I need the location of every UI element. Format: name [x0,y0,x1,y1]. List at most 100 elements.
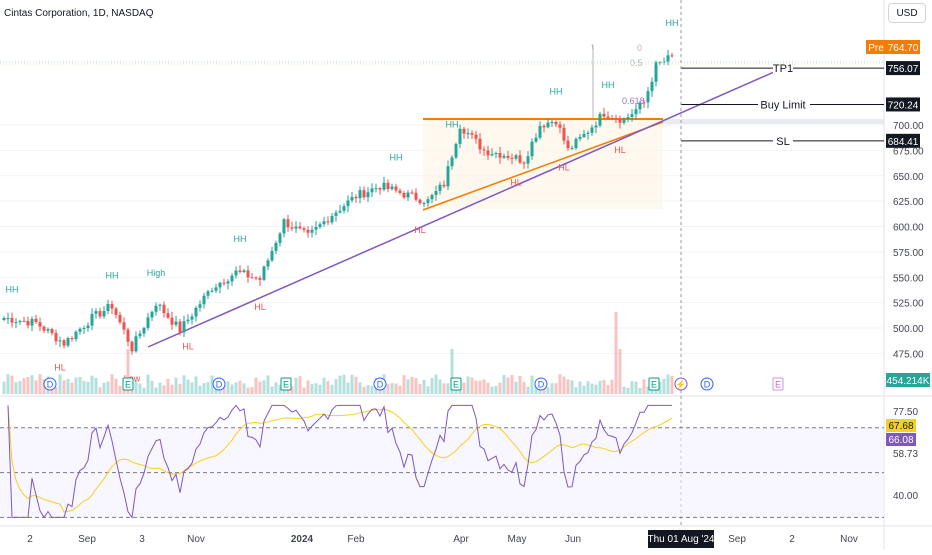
volume-bar [78,377,82,394]
trade-levels: TP1 756.07 Buy Limit 720.24 SL 684.41 [681,61,920,148]
candle-body [406,192,410,198]
rsi-value: 66.08 [888,435,913,446]
volume-bar [462,382,466,394]
rsi-axis-tick: 77.50 [893,407,918,418]
rsi-line [7,404,672,519]
volume-bar [146,374,150,394]
buy-limit-label-bg [758,97,810,111]
volume-bar [314,383,318,394]
candle-body [6,317,10,319]
buy-limit-price-tag [886,97,920,112]
candle-body [182,321,186,333]
candle-body [102,311,106,317]
volume-bar [274,382,278,394]
tp1-price-value: 756.07 [888,64,919,75]
volume-bar [110,374,114,394]
candle-body [66,338,70,346]
volume-bar [438,379,442,394]
candle-body [506,155,510,158]
candle-body [438,184,442,192]
candle-body [414,192,418,200]
candle-body [290,227,294,229]
rsi-ma-value: 67.68 [888,421,913,432]
triangle-bottom-line [422,121,664,211]
price-axis-tick: 700.00 [893,121,924,132]
volume-bar [262,380,266,394]
candle-body [62,340,66,346]
volume-bar [306,380,310,394]
volume-bar [638,387,642,394]
candle-body [274,242,278,251]
candle-body [106,303,110,312]
candle-body [362,190,366,198]
volume-bar [342,374,346,394]
volume-bar [74,377,78,394]
volume-bar [510,375,514,394]
currency-button[interactable]: USD [888,3,926,23]
volume-bar [366,385,370,394]
candle-body [386,182,390,190]
fib-label: 0.5 [630,58,643,68]
fib-retracement: ↑ 0 0.5 0.618 [590,41,645,118]
volume-bar [502,375,506,394]
rsi-ma-tag [886,419,916,432]
candle-body [262,266,266,280]
time-axis-tick: May [508,534,527,545]
volume-bar [470,377,474,394]
volume-bar [182,375,186,394]
volume-bar [346,382,350,394]
volume-bar [190,382,194,394]
event-marker-dividend [534,377,548,391]
candle-body [394,186,398,191]
candle-body [450,157,454,167]
time-axis-tick: 2 [27,534,33,545]
candle-body [198,304,202,308]
candle-body [166,313,170,318]
volume-bar [142,387,146,394]
candle-body [266,260,270,267]
candle-body [178,321,182,333]
candle-body [378,188,382,190]
pre-price-tag [886,40,920,54]
volume-bar [286,387,290,394]
volume-bar [242,383,246,394]
volume-bar [482,379,486,394]
volume-bar [26,376,30,394]
volume-bar [126,349,130,394]
volume-tag [886,373,930,387]
candle-body [630,114,634,118]
volume-bar [174,377,178,394]
volume-bar [38,374,42,394]
event-marker-earnings [450,377,462,391]
candle-body [154,305,158,312]
candle-body [174,321,178,325]
volume-bar [658,381,662,394]
price-axis-tick: 675.00 [893,146,924,157]
volume-bar [290,386,294,394]
candle-body [162,304,166,314]
volume-bar [246,387,250,394]
candle-body [334,212,338,216]
candle-body [78,328,82,332]
annotation-hh: HH [602,80,615,90]
candles [2,49,674,355]
volume-bar [334,379,338,394]
candle-body [578,136,582,139]
volume-bar [114,378,118,394]
annotation-hl: HL [558,163,570,173]
volume-bar [134,380,138,394]
candle-body [598,113,602,126]
candle-body [230,275,234,282]
event-marker-dividend [373,377,387,391]
volume-bar [414,378,418,394]
event-marker-split [674,377,688,391]
pre-label: Pre [868,43,884,54]
candle-body [50,329,54,334]
candle-body [658,62,662,64]
volume-bar [386,384,390,394]
volume-bar [118,385,122,394]
candle-body [330,215,334,223]
volume-bar [466,376,470,394]
